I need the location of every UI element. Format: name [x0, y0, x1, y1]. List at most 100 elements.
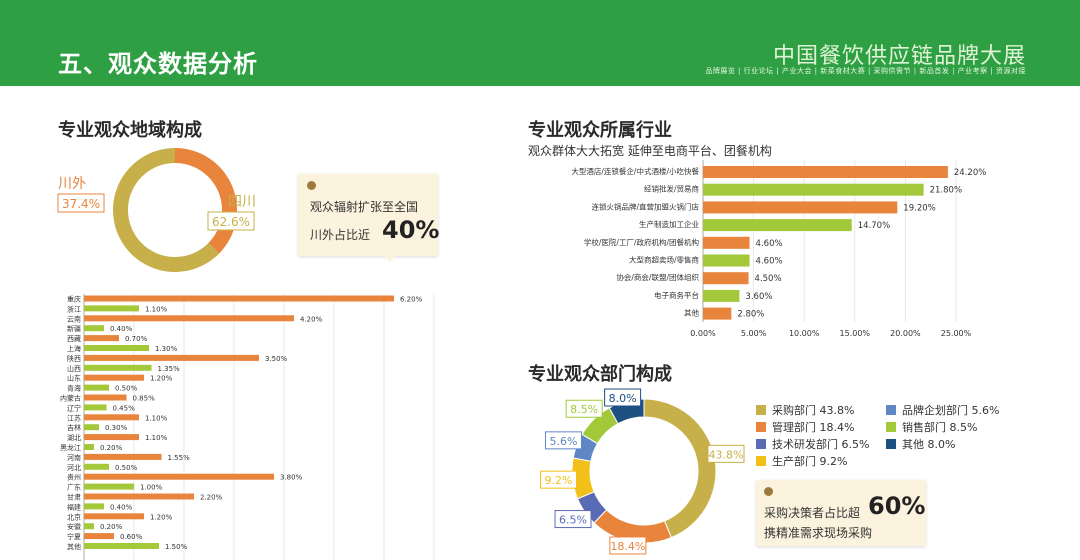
- legend-swatch: [886, 405, 896, 415]
- bar-category-label: 经销批发/贸易商: [644, 184, 700, 194]
- page-title: 五、观众数据分析: [58, 50, 258, 78]
- brand-title: 中国餐饮供应链品牌大展: [772, 44, 1026, 69]
- slice-value-box: [539, 470, 577, 489]
- bar: [703, 183, 924, 196]
- slice-value-label: 8.5%: [570, 403, 598, 416]
- bar-category-label: 西藏: [67, 334, 81, 343]
- slice-value-box: [707, 444, 745, 463]
- bar: [703, 201, 898, 214]
- bar-value-label: 0.45%: [113, 404, 136, 412]
- slice-value-label: 5.6%: [549, 435, 577, 448]
- department-title: 专业观众部门构成: [528, 364, 672, 385]
- industry-subtitle: 观众群体大大拓宽 延伸至电商平台、团餐机构: [528, 144, 772, 158]
- bar-category-label: 安徽: [67, 522, 81, 531]
- bar-value-label: 4.60%: [756, 239, 783, 249]
- bar: [84, 444, 94, 450]
- bar: [703, 272, 749, 285]
- bar-category-label: 广东: [67, 483, 81, 492]
- region-note: 观众辐射扩张至全国 川外占比近 40%: [298, 174, 440, 256]
- legend-item: 采购部门 43.8%: [756, 402, 854, 418]
- department-donut-chart: 43.8% 18.4% 6.5% 9.2% 5.6% 8.5% 8.0%: [539, 388, 745, 555]
- bar: [84, 325, 104, 332]
- bar-category-label: 协会/商会/联盟/团体组织: [616, 272, 699, 282]
- bar: [703, 219, 852, 232]
- legend-swatch: [886, 439, 896, 449]
- legend-label: 采购部门 43.8%: [772, 404, 855, 417]
- bar-value-label: 3.60%: [745, 292, 772, 302]
- bar: [84, 493, 194, 500]
- bar-category-label: 河南: [67, 453, 81, 462]
- slice-value-label: 8.0%: [609, 392, 637, 405]
- bar: [703, 166, 948, 178]
- bar-value-label: 21.80%: [930, 186, 962, 196]
- bar: [84, 394, 127, 401]
- bar: [84, 533, 114, 540]
- bar-category-label: 其他: [684, 308, 699, 318]
- x-tick-label: 15.00%: [840, 329, 871, 338]
- x-tick-label: 25.00%: [941, 329, 972, 338]
- legend-label: 其他 8.0%: [902, 438, 956, 451]
- bar-value-label: 1.35%: [158, 365, 181, 373]
- bar: [84, 374, 144, 381]
- region-note-line2: 川外占比近: [310, 228, 371, 242]
- bar-category-label: 江苏: [67, 413, 81, 422]
- bar-value-label: 0.50%: [115, 464, 138, 472]
- slice-value-label: 37.4%: [62, 197, 100, 211]
- slice-name-label: 川外: [58, 176, 86, 192]
- note-dot-icon: [307, 181, 316, 190]
- bar-value-label: 3.50%: [265, 355, 288, 363]
- legend-swatch: [756, 422, 766, 432]
- bar-value-label: 1.10%: [145, 305, 168, 313]
- bar-category-label: 生产制造加工企业: [639, 219, 699, 229]
- bar-category-label: 贵州: [67, 473, 81, 482]
- region-title: 专业观众地域构成: [58, 120, 202, 141]
- slice-value-box: [609, 536, 647, 555]
- bar-category-label: 重庆: [67, 295, 81, 304]
- bar-value-label: 0.85%: [133, 395, 156, 403]
- bar-category-label: 青海: [67, 384, 81, 393]
- bar-category-label: 北京: [67, 512, 81, 521]
- province-bar-chart: 重庆 6.20% 浙江 1.10% 云南 4.20% 新疆 0.40% 西藏 0.70% 上海 1.3…: [60, 294, 435, 560]
- slice-value-box: [207, 211, 255, 231]
- bar-category-label: 新疆: [67, 324, 81, 333]
- bar: [84, 404, 107, 411]
- department-note-line2: 携精准需求现场采购: [764, 526, 873, 540]
- bar: [703, 307, 732, 320]
- bar-value-label: 1.55%: [168, 454, 191, 462]
- bar: [84, 463, 109, 470]
- legend-swatch: [756, 456, 766, 466]
- bar-category-label: 山东: [67, 374, 81, 383]
- bar: [84, 335, 119, 342]
- industry-bar-chart: 0.00% 5.00% 10.00% 15.00% 20.00% 25.00% 大型酒店/连…: [571, 160, 986, 338]
- legend-item: 其他 8.0%: [886, 436, 955, 452]
- bar-category-label: 浙江: [67, 304, 81, 313]
- bar-value-label: 0.50%: [115, 385, 138, 393]
- bar-value-label: 1.30%: [155, 345, 178, 353]
- x-tick-label: 5.00%: [741, 329, 767, 338]
- bar: [84, 434, 139, 441]
- bar-value-label: 0.30%: [105, 424, 128, 432]
- bar-category-label: 河北: [67, 464, 81, 472]
- legend-item: 生产部门 9.2%: [756, 453, 847, 469]
- department-note-line1: 采购决策者占比超: [764, 506, 861, 520]
- slice-value-label: 62.6%: [212, 215, 250, 229]
- bar-value-label: 0.20%: [100, 444, 123, 452]
- bar-value-label: 4.60%: [756, 257, 783, 267]
- bar-category-label: 连锁火锅品牌/直营加盟火锅门店: [591, 201, 699, 211]
- bar: [84, 424, 99, 431]
- bar-category-label: 吉林: [67, 423, 81, 432]
- bar: [84, 315, 294, 322]
- bar-category-label: 云南: [67, 314, 81, 323]
- bar-value-label: 0.40%: [110, 503, 133, 511]
- bar: [84, 414, 139, 421]
- donut-slice: [113, 148, 220, 272]
- region-note-line1: 观众辐射扩张至全国: [310, 200, 419, 214]
- bar-category-label: 陕西: [67, 354, 81, 363]
- bar-category-label: 甘肃: [67, 493, 81, 502]
- bar-category-label: 上海: [67, 344, 81, 353]
- bar-value-label: 14.70%: [858, 221, 890, 231]
- bar: [84, 543, 159, 549]
- bar-value-label: 1.00%: [140, 484, 163, 492]
- bar-value-label: 1.20%: [150, 513, 173, 521]
- region-note-percent: 40%: [382, 216, 440, 244]
